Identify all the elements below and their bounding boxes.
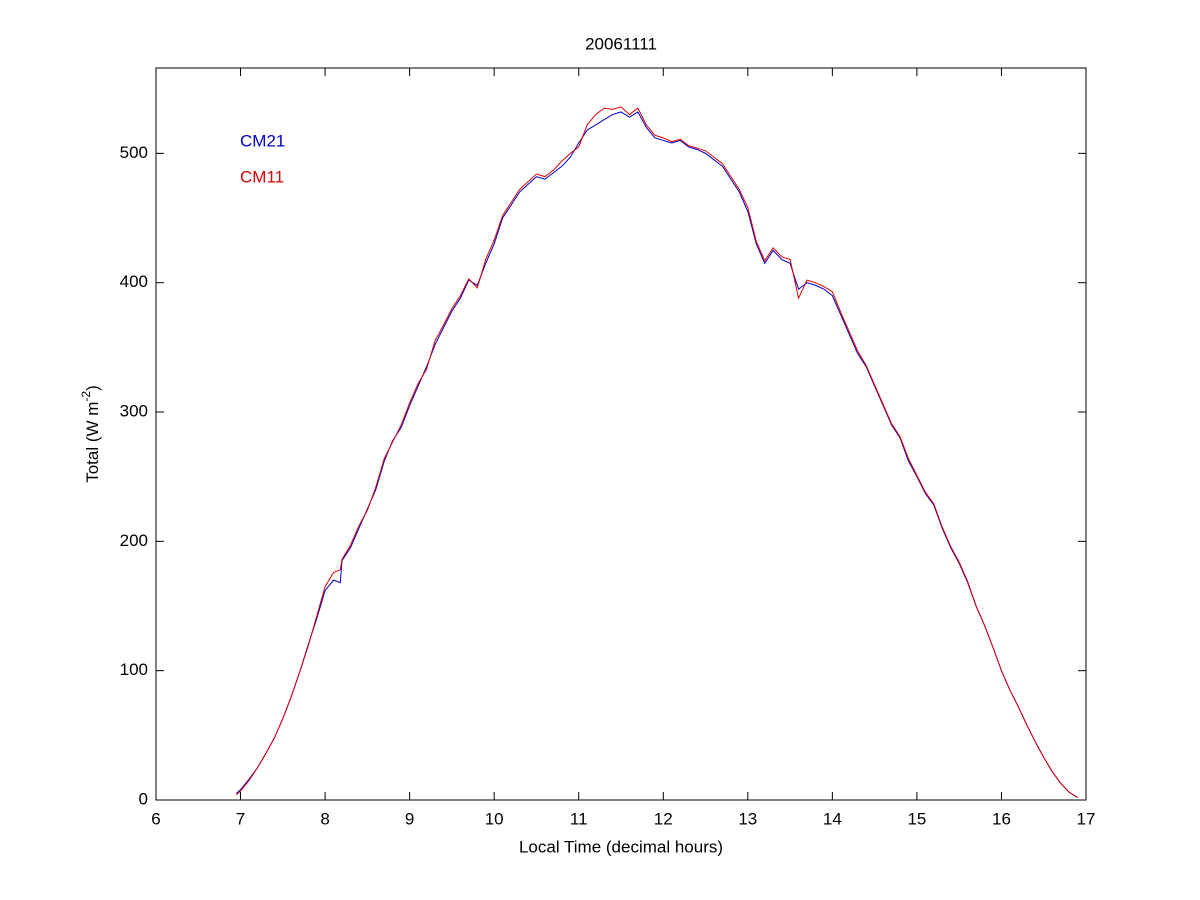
x-tick-label: 12 — [654, 809, 673, 828]
x-tick-label: 13 — [738, 809, 757, 828]
x-tick-label: 10 — [485, 809, 504, 828]
y-tick-label: 300 — [120, 401, 148, 420]
chart-title: 20061111 — [585, 34, 657, 53]
x-tick-label: 16 — [992, 809, 1011, 828]
x-tick-label: 6 — [151, 809, 160, 828]
y-tick-label: 0 — [139, 789, 148, 808]
y-tick-label: 100 — [120, 660, 148, 679]
data-line — [235, 106, 1078, 798]
y-axis-label: Total (W m-2) — [79, 385, 102, 483]
x-tick-label: 9 — [405, 809, 414, 828]
y-tick-label: 400 — [120, 272, 148, 291]
y-label-close: ) — [83, 385, 102, 391]
x-tick-label: 7 — [236, 809, 245, 828]
x-tick-label: 17 — [1077, 809, 1096, 828]
x-tick-label: 8 — [320, 809, 329, 828]
legend-entry: CM11 — [240, 167, 284, 186]
legend-entry: CM21 — [240, 131, 285, 150]
y-label-text: Total (W m — [83, 402, 102, 483]
y-tick-label: 200 — [120, 531, 148, 550]
x-tick-label: 15 — [907, 809, 926, 828]
x-tick-label: 11 — [570, 809, 588, 828]
y-label-sup: -2 — [79, 391, 93, 402]
plot-frame — [155, 67, 1087, 801]
x-axis-label: Local Time (decimal hours) — [519, 837, 723, 856]
y-tick-label: 500 — [120, 143, 148, 162]
x-tick-label: 14 — [823, 809, 842, 828]
